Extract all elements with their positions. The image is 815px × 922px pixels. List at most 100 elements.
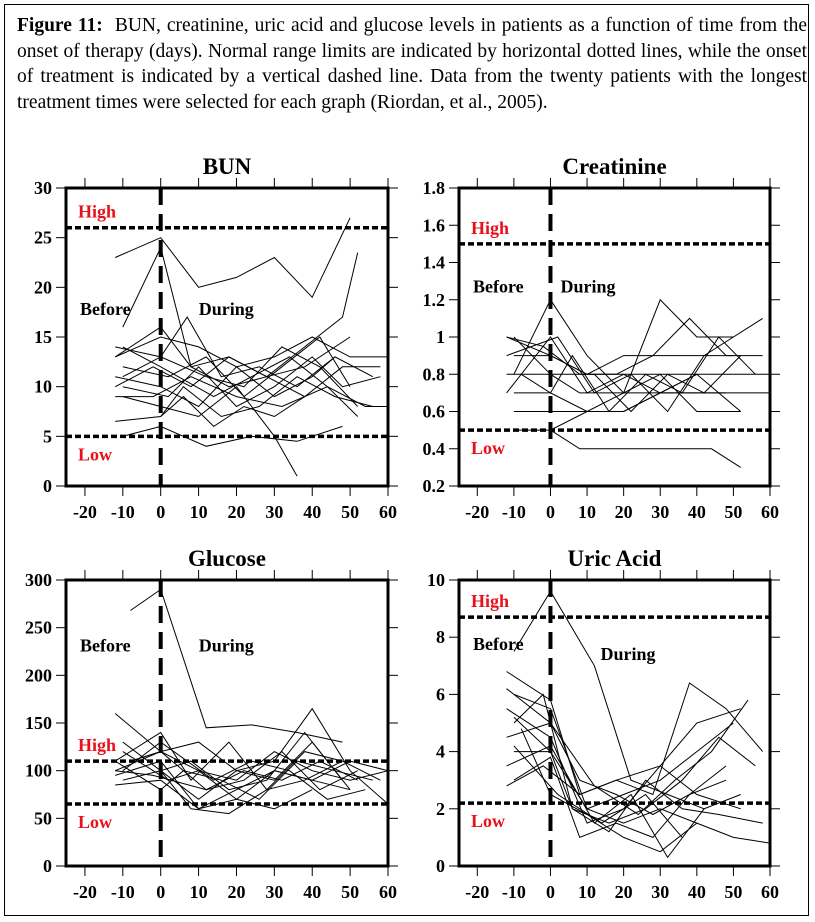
chart-1-x-tick-label: 30 [265,502,283,522]
chart-1-y-tick-label: 30 [34,178,52,198]
chart-4-y-tick-label: 10 [427,570,445,590]
chart-4-y-tick-label: 2 [436,799,445,819]
chart-1-series-line-14 [114,326,351,388]
chart-2-x-tick-label: 10 [578,502,596,522]
chart-3-series-line-1 [130,588,343,743]
chart-3-x-tick-label: 0 [156,882,165,902]
chart-1-y-tick-label: 10 [34,377,52,397]
chart-4-x-tick-label: 40 [688,882,706,902]
figure-frame: Figure 11: BUN, creatinine, uric acid an… [4,4,809,916]
chart-4-series-line-3 [513,693,734,810]
chart-3-y-tick-label: 300 [25,570,52,590]
chart-4-x-tick-label: -20 [465,882,489,902]
chart-4-x-tick-label: -10 [502,882,526,902]
chart-2-series-line-13 [506,336,698,394]
chart-1-x-tick-label: 10 [190,502,208,522]
chart-2-x-tick-label: 40 [688,502,706,522]
chart-4-series-line-1 [513,590,705,810]
figure-caption: Figure 11: BUN, creatinine, uric acid an… [17,13,807,115]
chart-1-y-tick-label: 5 [43,426,52,446]
chart-2-series-line-5 [506,373,727,394]
chart-1-high-label: High [78,202,116,222]
chart-3-high-label: High [78,735,116,755]
chart-4-plot-frame [457,578,772,868]
chart-2-x-tick-label: 50 [724,502,742,522]
chart-3-x-tick-label: -10 [111,882,135,902]
chart-1-x-tick-label: 50 [341,502,359,522]
chart-4-high-label: High [471,591,509,611]
chart-2-x-tick-label: 30 [651,502,669,522]
chart-3-x-tick-label: -20 [73,882,97,902]
chart-1-series-line-10 [115,376,373,422]
chart-2-x-tick-label: -20 [465,502,489,522]
chart-3-plot-frame [64,578,390,868]
chart-1-series-line-12 [115,376,388,408]
chart-4-y-tick-label: 8 [436,627,445,647]
chart-2-x-tick-label: 0 [546,502,555,522]
chart-4-series-line-9 [513,756,727,839]
chart-1-series-line-6 [114,356,381,398]
chart-4-x-tick-label: 10 [578,882,596,902]
chart-3-x-tick-label: 30 [265,882,283,902]
chart-1-title: BUN [203,154,252,179]
chart-3-y-tick-label: 50 [34,808,52,828]
chart-2-y-tick-label: 1 [436,327,445,347]
chart-2-series-line-7 [506,336,734,413]
chart-3-title: Glucose [188,546,266,571]
chart-2-low-label: Low [471,438,505,458]
chart-3-y-tick-label: 100 [25,761,52,781]
chart-2-series-line-3 [513,298,763,394]
chart-3-x-tick-label: 50 [341,882,359,902]
chart-2-y-tick-label: 1.2 [423,290,446,310]
chart-2-y-tick-label: 0.8 [423,364,446,384]
chart-4-x-tick-label: 0 [546,882,555,902]
chart-4-x-tick-label: 30 [651,882,669,902]
chart-3-series-line-11 [115,779,313,810]
chart-2-y-tick-label: 0.6 [423,402,446,422]
caption-label: Figure 11: [17,15,103,36]
chart-1-series-line-11 [122,385,298,477]
chart-1-x-tick-label: 0 [156,502,165,522]
chart-3-series-line-2 [114,707,389,805]
chart-4-series-line-10 [506,765,741,810]
chart-4-y-tick-label: 0 [436,856,445,876]
chart-4-y-tick-label: 4 [436,742,445,762]
chart-4-series-line-14 [513,745,683,838]
chart-3-x-tick-label: 60 [379,882,397,902]
chart-2-x-tick-label: -10 [502,502,526,522]
chart-3-low-label: Low [78,812,112,832]
chart-4-series-line-2 [506,671,764,796]
chart-2-series-line-11 [550,429,741,468]
chart-4-series-line-5 [513,693,756,824]
chart-2-y-tick-label: 1.4 [423,253,446,273]
chart-1-series-line-3 [114,336,388,368]
chart-2-y-tick-label: 1.6 [423,215,446,235]
chart-3-during-label: During [199,636,254,656]
chart-4-x-tick-label: 60 [761,882,779,902]
chart-2-x-tick-label: 20 [615,502,633,522]
chart-3-y-tick-label: 0 [43,856,52,876]
chart-2-x-tick-label: 60 [761,502,779,522]
chart-1-series-line-15 [122,356,381,408]
chart-2-title: Creatinine [562,154,666,179]
chart-2-during-label: During [560,276,615,296]
chart-3-y-tick-label: 150 [25,713,52,733]
chart-1-x-tick-label: 40 [303,502,321,522]
chart-1-y-tick-label: 25 [34,228,52,248]
chart-3-y-tick-label: 200 [25,665,52,685]
chart-3-series-line-12 [130,751,389,781]
chart-1-before-label: Before [80,299,131,319]
chart-3-x-tick-label: 10 [190,882,208,902]
chart-4-before-label: Before [473,634,524,654]
chart-1-series-line-1 [115,217,351,299]
chart-1-low-label: Low [78,444,112,464]
chart-3-series-line-9 [114,760,373,800]
chart-4-y-tick-label: 6 [436,684,445,704]
chart-1-y-tick-label: 0 [43,476,52,496]
chart-1-y-tick-label: 15 [34,327,52,347]
chart-4-title: Uric Acid [568,546,662,571]
chart-3-x-tick-label: 20 [227,882,245,902]
chart-2-y-tick-label: 0.2 [423,476,446,496]
chart-2-y-tick-label: 1.8 [423,178,446,198]
